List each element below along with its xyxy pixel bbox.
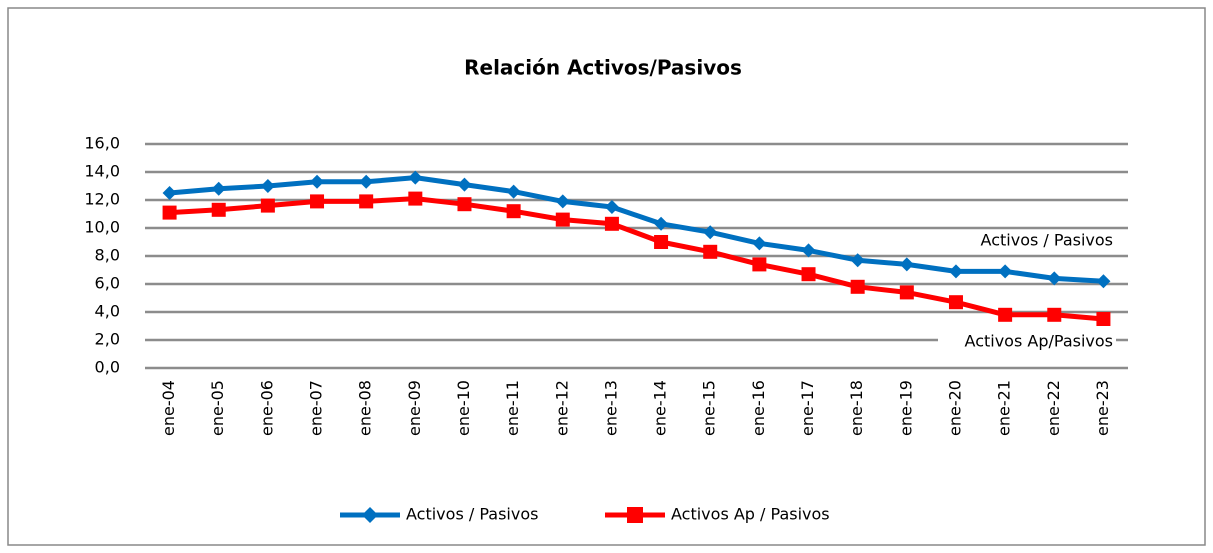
series-marker — [948, 295, 963, 310]
x-tick-label: ene-08 — [356, 380, 375, 436]
x-tick-label: ene-14 — [651, 380, 670, 436]
legend-marker — [627, 507, 643, 523]
series-line — [169, 196, 1104, 322]
x-tick-label: ene-06 — [257, 380, 276, 436]
series-marker — [260, 179, 275, 193]
series-marker — [801, 243, 816, 258]
legend-label: Activos Ap / Pasivos — [671, 505, 830, 524]
annotation: Activos / Pasivos — [981, 231, 1113, 250]
y-tick-label: 10,0 — [84, 218, 120, 237]
series-marker — [1047, 271, 1062, 286]
series-marker — [703, 225, 718, 240]
x-tick-label: ene-20 — [945, 380, 964, 436]
x-tick-label: ene-11 — [503, 380, 522, 436]
series-marker — [850, 253, 865, 268]
series-marker — [506, 204, 521, 219]
x-tick-label: ene-12 — [552, 380, 571, 436]
y-tick-label: 2,0 — [95, 330, 120, 349]
series-marker — [752, 236, 767, 251]
series-marker — [408, 170, 423, 185]
series-marker — [457, 177, 472, 192]
x-tick-label: ene-09 — [405, 380, 424, 436]
x-tick-label: ene-23 — [1093, 380, 1112, 436]
x-tick-label: ene-10 — [454, 380, 473, 436]
x-tick-label: ene-07 — [307, 380, 326, 436]
y-tick-label: 0,0 — [95, 358, 120, 377]
series-marker — [506, 184, 521, 199]
series-marker — [162, 205, 177, 220]
series-marker — [998, 307, 1013, 322]
series-marker — [260, 198, 275, 213]
series-marker — [654, 235, 669, 249]
y-tick-label: 12,0 — [84, 190, 120, 209]
chart-title: Relación Activos/Pasivos — [464, 56, 742, 80]
series-marker — [457, 197, 472, 212]
x-tick-label: ene-19 — [896, 380, 915, 436]
x-tick-label: ene-17 — [798, 380, 817, 436]
series-marker — [162, 186, 177, 200]
series-marker — [899, 285, 914, 300]
series-marker — [555, 212, 570, 227]
series-marker — [752, 257, 767, 272]
series-marker — [654, 216, 669, 231]
legend-marker — [362, 507, 378, 523]
y-tick-label: 6,0 — [95, 274, 120, 293]
annotation: Activos Ap/Pasivos — [965, 332, 1113, 351]
y-tick-label: 16,0 — [84, 134, 120, 153]
series-marker — [1047, 307, 1062, 322]
series-marker — [703, 244, 718, 259]
series-marker — [211, 181, 226, 196]
series-marker — [604, 200, 619, 214]
series-marker — [850, 279, 865, 294]
series-marker — [211, 202, 226, 217]
y-tick-label: 4,0 — [95, 302, 120, 321]
x-tick-label: ene-05 — [208, 380, 227, 436]
series-marker — [604, 216, 619, 231]
series-marker — [998, 264, 1013, 279]
x-tick-label: ene-21 — [995, 380, 1014, 436]
series-marker — [899, 257, 914, 272]
series-marker — [948, 264, 963, 279]
y-tick-label: 14,0 — [84, 162, 120, 181]
x-tick-label: ene-13 — [601, 380, 620, 436]
series-marker — [801, 267, 816, 282]
legend-label: Activos / Pasivos — [406, 505, 538, 524]
series-marker — [1096, 274, 1111, 289]
annotation-bg — [938, 332, 1116, 352]
y-tick-label: 8,0 — [95, 246, 120, 265]
series-marker — [310, 174, 325, 189]
series-line — [169, 175, 1104, 284]
x-tick-label: ene-16 — [749, 380, 768, 436]
series-marker — [359, 174, 374, 189]
series-marker — [1096, 312, 1111, 326]
x-tick-label: ene-22 — [1044, 380, 1063, 436]
x-tick-label: ene-15 — [700, 380, 719, 436]
x-tick-label: ene-04 — [159, 380, 178, 436]
series-marker — [310, 194, 325, 209]
series-marker — [359, 194, 374, 209]
series-marker — [555, 194, 570, 209]
x-tick-label: ene-18 — [847, 380, 866, 436]
series-marker — [408, 191, 423, 206]
